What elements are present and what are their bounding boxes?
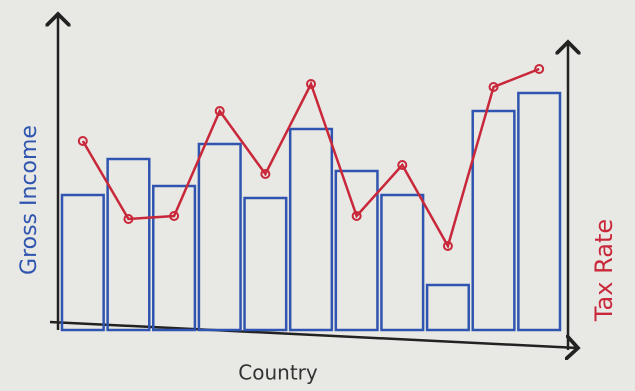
point — [397, 160, 408, 170]
y-axis-label: Gross Income — [17, 125, 42, 275]
point — [214, 106, 225, 116]
x-axis — [49, 320, 578, 348]
bar — [243, 196, 288, 332]
bar — [425, 283, 470, 332]
point — [306, 79, 316, 89]
point — [260, 169, 271, 179]
x-axis-label: Country — [238, 361, 318, 385]
bar — [380, 193, 425, 332]
point — [442, 241, 453, 251]
point — [169, 211, 180, 221]
axes — [50, 14, 578, 350]
point — [123, 214, 134, 224]
bar — [517, 91, 562, 332]
line — [81, 67, 540, 250]
bar — [288, 127, 334, 332]
bar — [334, 169, 379, 332]
bar — [60, 193, 105, 332]
bar — [152, 184, 197, 332]
bar — [106, 157, 151, 332]
point — [534, 64, 545, 74]
point — [351, 211, 362, 221]
point — [488, 82, 499, 92]
y2-axis-label: Tax Rate — [590, 219, 618, 322]
bar — [197, 142, 242, 332]
bar — [471, 109, 516, 332]
point — [77, 136, 88, 146]
